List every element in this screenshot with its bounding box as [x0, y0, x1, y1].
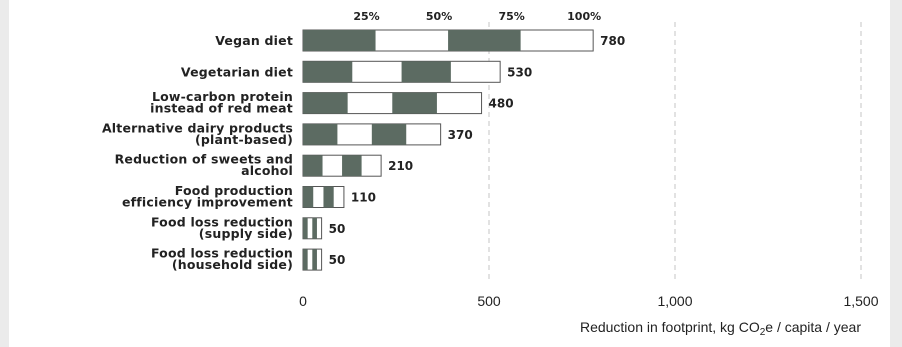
category-label: instead of red meat: [150, 101, 293, 116]
segment-legend-label: 25%: [353, 10, 379, 23]
x-tick-label: 1,000: [657, 293, 692, 309]
bar-segment: [401, 61, 451, 83]
x-axis-title: Reduction in footprint, kg CO2e / capita…: [580, 319, 861, 338]
value-label: 50: [329, 222, 346, 236]
category-label: Food loss reduction: [151, 246, 293, 261]
x-tick-label: 500: [477, 293, 501, 309]
chart-panel: 25% 50% 75% 100% Vegan diet 780 Vegetarian die…: [9, 0, 890, 347]
category-label: efficiency improvement: [122, 195, 293, 210]
bar-segment: [342, 155, 362, 177]
value-label: 110: [351, 191, 376, 205]
bar-segment: [303, 30, 376, 51]
bar-4: [302, 154, 382, 177]
value-label: 370: [448, 128, 473, 142]
bar-7: [302, 248, 323, 271]
bar-chart: 25% 50% 75% 100% Vegan diet 780 Vegetarian die…: [102, 10, 879, 338]
category-label: alcohol: [241, 163, 293, 178]
bar-segment: [312, 249, 317, 271]
value-label: 50: [329, 253, 346, 267]
bar-5: [302, 186, 345, 208]
bar-segment: [303, 186, 314, 208]
segment-legend-label: 100%: [567, 10, 601, 23]
category-label: Food production: [175, 183, 293, 198]
bar-segment: [323, 186, 334, 208]
bar-segment: [303, 155, 323, 177]
category-label: Reduction of sweets and: [115, 152, 293, 167]
bar-3: [302, 123, 442, 146]
value-label: 480: [489, 97, 514, 111]
segment-legend-label: 75%: [498, 10, 524, 23]
bar-segment: [448, 30, 521, 51]
bar-segment: [371, 123, 407, 145]
category-label: (plant-based): [195, 132, 293, 147]
bar-segment: [312, 217, 317, 239]
bar-segment: [303, 249, 308, 271]
bar-segment: [392, 92, 437, 114]
bar-1: [302, 60, 501, 83]
x-tick-label: 1,500: [843, 293, 878, 309]
value-label: 210: [388, 159, 413, 173]
category-label: Alternative dairy products: [102, 120, 293, 135]
x-tick-label: 0: [299, 293, 307, 309]
category-label: Low-carbon protein: [152, 89, 293, 104]
bar-6: [302, 217, 323, 240]
segment-legend-label: 50%: [426, 10, 452, 23]
bar-segment: [303, 92, 348, 114]
category-label: Vegetarian diet: [181, 64, 293, 79]
category-label: Vegan diet: [215, 33, 293, 48]
bar-0: [302, 29, 594, 52]
bar-2: [302, 92, 483, 115]
category-label: Food loss reduction: [151, 214, 293, 229]
category-label: (supply side): [199, 226, 293, 241]
category-label: (household side): [172, 257, 293, 272]
value-label: 780: [600, 34, 625, 48]
bar-segment: [303, 217, 308, 239]
bar-segment: [303, 61, 353, 83]
value-label: 530: [507, 65, 532, 79]
bar-segment: [303, 123, 338, 145]
